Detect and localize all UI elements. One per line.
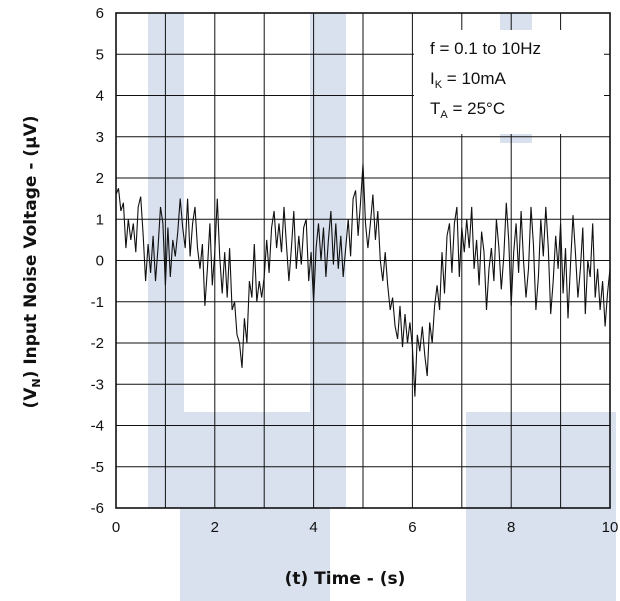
- plot-frame: [115, 12, 611, 509]
- y-tick-label: 6: [96, 5, 104, 22]
- noise-voltage-trace: [115, 163, 611, 397]
- legend-frequency: f = 0.1 to 10Hz: [430, 39, 541, 58]
- x-tick-label: 8: [507, 519, 515, 536]
- x-axis-title: (t) Time - (s): [285, 569, 406, 589]
- x-tick-label: 10: [602, 519, 619, 536]
- y-tick-label: -5: [91, 459, 104, 476]
- y-tick-label: -3: [91, 376, 104, 393]
- y-tick-label: 4: [96, 88, 104, 105]
- y-tick-label: -6: [91, 500, 104, 517]
- watermark-shape-2: [180, 412, 330, 601]
- y-tick-label: -2: [91, 335, 104, 352]
- conditions-legend: f = 0.1 to 10Hz IK = 10mA TA = 25°C: [414, 30, 604, 134]
- x-tick-labels: 0 2 4 6 8 10: [112, 519, 619, 536]
- y-tick-label: -1: [91, 294, 104, 311]
- legend-box: [414, 30, 604, 134]
- y-tick-label: -4: [91, 418, 104, 435]
- legend-temperature: TA = 25°C: [430, 99, 505, 121]
- y-axis-title: (VN) Input Noise Voltage - (µV): [21, 115, 43, 408]
- y-tick-label: 2: [96, 170, 104, 187]
- y-tick-labels: 6 5 4 3 2 1 0 -1 -2 -3 -4 -5 -6: [91, 5, 104, 517]
- x-tick-label: 6: [408, 519, 416, 536]
- y-tick-label: 0: [96, 253, 104, 270]
- x-tick-label: 2: [211, 519, 219, 536]
- y-tick-label: 3: [96, 129, 104, 146]
- y-tick-label: 5: [96, 46, 104, 63]
- legend-current: IK = 10mA: [430, 69, 507, 91]
- watermark-shape-3: [466, 412, 616, 601]
- plot-grid: [116, 13, 610, 508]
- x-tick-label: 0: [112, 519, 120, 536]
- y-tick-label: 1: [96, 211, 104, 228]
- x-tick-label: 4: [309, 519, 317, 536]
